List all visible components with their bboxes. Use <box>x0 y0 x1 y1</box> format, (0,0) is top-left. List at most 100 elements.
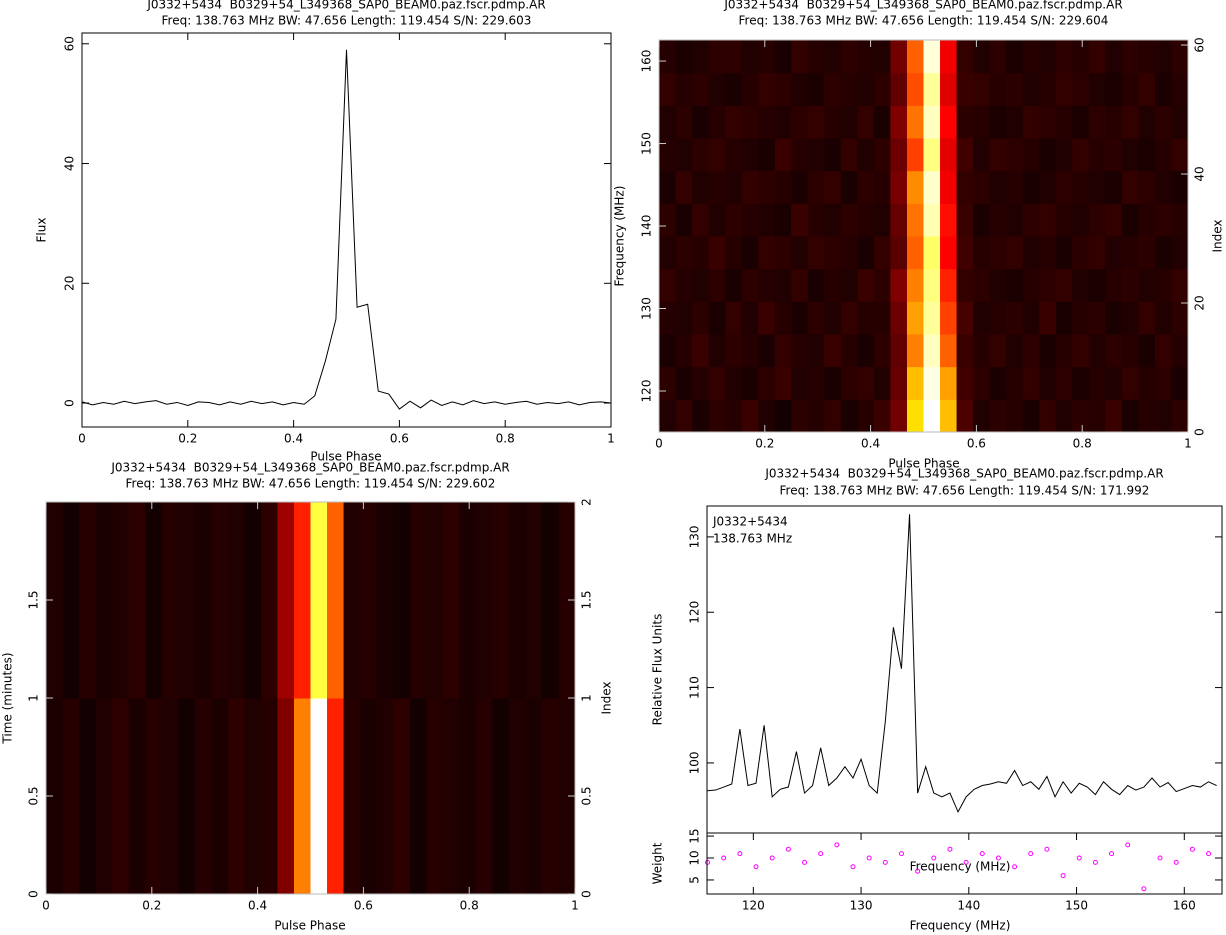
heatmap-cell <box>659 170 677 204</box>
heatmap-cell <box>293 502 311 699</box>
y-tick-label: 20 <box>63 276 77 291</box>
heatmap-cell <box>178 502 196 699</box>
annotation: J0332+5434 <box>712 515 788 529</box>
heatmap-cell <box>708 72 726 106</box>
heatmap-cell <box>973 301 991 335</box>
heatmap-cell <box>857 170 875 204</box>
heatmap-cell <box>890 170 908 204</box>
heatmap-cell <box>1121 170 1139 204</box>
heatmap-cell <box>692 301 710 335</box>
heatmap-cell <box>1072 138 1090 172</box>
heatmap-cell <box>708 236 726 270</box>
heatmap-cell <box>906 170 924 204</box>
heatmap-cell <box>857 236 875 270</box>
heatmap-cell <box>906 334 924 368</box>
heatmap-cell <box>1088 268 1106 302</box>
x-tick-label: 0.4 <box>861 437 880 451</box>
heatmap-cell <box>475 502 493 699</box>
chart-subtitle: Freq: 138.763 MHz BW: 47.656 Length: 119… <box>126 477 496 491</box>
heatmap-cell <box>1039 334 1057 368</box>
heatmap-cell <box>260 698 278 895</box>
heatmap-cell <box>989 105 1007 139</box>
chart-title: J0332+5434 B0329+54_L349368_SAP0_BEAM0.p… <box>110 461 509 475</box>
heatmap-cell <box>989 399 1007 433</box>
heatmap-cell <box>659 138 677 172</box>
y-tick-label: 0 <box>63 399 77 407</box>
heatmap-cell <box>1006 334 1024 368</box>
weight-point <box>1060 873 1066 879</box>
heatmap-cell <box>774 138 792 172</box>
heatmap-cell <box>989 138 1007 172</box>
heatmap-cell <box>857 105 875 139</box>
weight-point <box>1109 851 1115 857</box>
heatmap-cell <box>178 698 196 895</box>
y2-tick-label: 0 <box>1193 428 1207 436</box>
plot-frame <box>658 39 1189 433</box>
heatmap-cell <box>1121 236 1139 270</box>
weight-point <box>915 868 921 874</box>
heatmap-cell <box>1006 236 1024 270</box>
heatmap-cell <box>956 366 974 400</box>
y2-tick-label: 2 <box>580 498 594 506</box>
heatmap-cell <box>659 203 677 237</box>
heatmap-cell <box>1022 301 1040 335</box>
x-tick-label: 150 <box>1065 899 1088 913</box>
y2-tick-label: 40 <box>1193 166 1207 181</box>
heatmap-cell <box>708 170 726 204</box>
heatmap-cell <box>1105 170 1123 204</box>
chart-subtitle: Freq: 138.763 MHz BW: 47.656 Length: 119… <box>780 484 1150 498</box>
heatmap-cell <box>426 698 444 895</box>
heatmap-cell <box>758 40 776 74</box>
heatmap-cell <box>725 268 743 302</box>
heatmap-cell <box>675 268 693 302</box>
heatmap-cell <box>758 170 776 204</box>
heatmap-cell <box>758 72 776 106</box>
heatmap-cell <box>940 301 958 335</box>
heatmap-cell <box>79 502 97 699</box>
heatmap-cell <box>1154 203 1172 237</box>
heatmap-cell <box>1022 40 1040 74</box>
heatmap-cell <box>1039 72 1057 106</box>
heatmap-cell <box>708 399 726 433</box>
heatmap-cell <box>1105 268 1123 302</box>
heatmap-cell <box>442 502 460 699</box>
heatmap-cell <box>857 40 875 74</box>
heatmap-cell <box>1121 203 1139 237</box>
heatmap-cell <box>1121 399 1139 433</box>
heatmap-cell <box>675 170 693 204</box>
heatmap-cell <box>1072 170 1090 204</box>
heatmap-cell <box>1088 366 1106 400</box>
heatmap-cell <box>558 502 576 699</box>
heatmap-cell <box>725 301 743 335</box>
heatmap-cell <box>1022 399 1040 433</box>
heatmap-cell <box>1154 105 1172 139</box>
heatmap-cell <box>824 105 842 139</box>
heatmap-cell <box>807 170 825 204</box>
heatmap-cell <box>1088 105 1106 139</box>
heatmap-cell <box>890 105 908 139</box>
heatmap-cell <box>758 138 776 172</box>
heatmap-cell <box>741 301 759 335</box>
heatmap-cell <box>1154 334 1172 368</box>
heatmap-cell <box>1039 170 1057 204</box>
heatmap-cell <box>840 105 858 139</box>
weight-point <box>785 846 791 852</box>
heatmap-cell <box>1039 40 1057 74</box>
heatmap-cell <box>840 268 858 302</box>
heatmap-cell <box>525 502 543 699</box>
heatmap-cell <box>725 138 743 172</box>
heatmap-cell <box>1072 72 1090 106</box>
heatmap-cell <box>923 399 941 433</box>
x-tick-label: 1 <box>571 899 579 913</box>
heatmap-cell <box>659 334 677 368</box>
heatmap-cell <box>906 105 924 139</box>
heatmap-cell <box>840 72 858 106</box>
heatmap-cell <box>1088 301 1106 335</box>
heatmap-cell <box>442 698 460 895</box>
heatmap-cell <box>873 268 891 302</box>
heatmap-cell <box>1171 203 1189 237</box>
heatmap-cell <box>791 72 809 106</box>
heatmap-cell <box>989 366 1007 400</box>
heatmap-cell <box>708 105 726 139</box>
